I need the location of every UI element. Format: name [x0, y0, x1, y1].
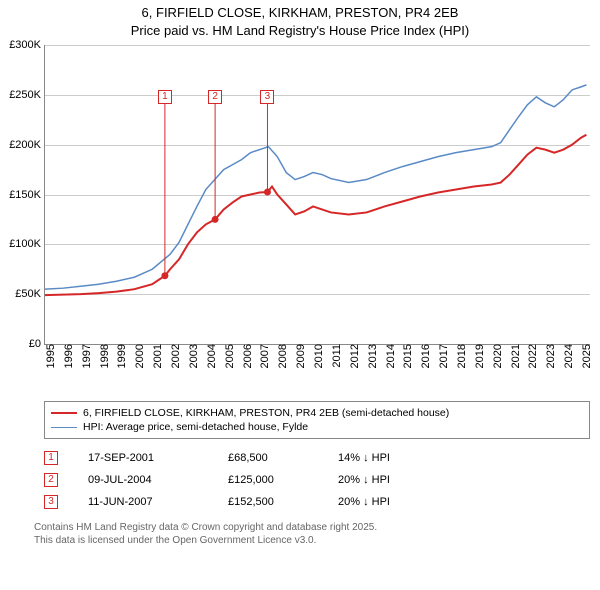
y-tick-label: £150K: [9, 189, 45, 201]
x-tick-label: 2018: [456, 344, 460, 368]
x-tick-label: 2011: [331, 344, 335, 368]
chart: £0£50K£100K£150K£200K£250K£300K199519961…: [44, 45, 590, 395]
x-tick-label: 2003: [188, 344, 192, 368]
event-hpi: 20% ↓ HPI: [338, 474, 428, 486]
x-tick-label: 2006: [242, 344, 246, 368]
event-date: 17-SEP-2001: [88, 452, 198, 464]
x-tick-label: 2016: [420, 344, 424, 368]
x-tick-label: 2022: [527, 344, 531, 368]
x-tick-label: 2002: [170, 344, 174, 368]
x-tick-label: 2013: [367, 344, 371, 368]
event-price: £152,500: [228, 496, 308, 508]
x-tick-label: 2020: [492, 344, 496, 368]
event-row: 2 09-JUL-2004 £125,000 20% ↓ HPI: [44, 469, 590, 491]
legend-row-price-paid: 6, FIRFIELD CLOSE, KIRKHAM, PRESTON, PR4…: [51, 406, 583, 420]
legend-row-hpi: HPI: Average price, semi-detached house,…: [51, 420, 583, 434]
event-hpi: 20% ↓ HPI: [338, 496, 428, 508]
title-line-1: 6, FIRFIELD CLOSE, KIRKHAM, PRESTON, PR4…: [0, 4, 600, 22]
x-tick-label: 2004: [206, 344, 210, 368]
legend-label-hpi: HPI: Average price, semi-detached house,…: [83, 421, 308, 433]
x-tick-label: 1996: [63, 344, 67, 368]
y-tick-label: £50K: [15, 288, 45, 300]
event-row: 3 11-JUN-2007 £152,500 20% ↓ HPI: [44, 491, 590, 513]
x-tick-label: 2015: [402, 344, 406, 368]
sale-marker-1: 1: [158, 90, 172, 104]
event-badge: 2: [44, 473, 58, 487]
x-tick-label: 2000: [134, 344, 138, 368]
footer-line-2: This data is licensed under the Open Gov…: [34, 534, 590, 547]
x-tick-label: 2014: [385, 344, 389, 368]
y-tick-label: £250K: [9, 89, 45, 101]
sale-marker-2: 2: [208, 90, 222, 104]
legend-swatch-price-paid: [51, 412, 77, 414]
event-price: £68,500: [228, 452, 308, 464]
legend: 6, FIRFIELD CLOSE, KIRKHAM, PRESTON, PR4…: [44, 401, 590, 439]
x-tick-label: 2019: [474, 344, 478, 368]
x-tick-label: 2017: [438, 344, 442, 368]
event-row: 1 17-SEP-2001 £68,500 14% ↓ HPI: [44, 447, 590, 469]
y-tick-label: £100K: [9, 238, 45, 250]
event-badge: 3: [44, 495, 58, 509]
chart-lines-svg: [45, 45, 590, 344]
y-tick-label: £0: [29, 338, 45, 350]
x-tick-label: 1999: [116, 344, 120, 368]
event-date: 09-JUL-2004: [88, 474, 198, 486]
title-line-2: Price paid vs. HM Land Registry's House …: [0, 22, 600, 40]
x-tick-label: 2009: [295, 344, 299, 368]
x-tick-label: 2005: [224, 344, 228, 368]
legend-swatch-hpi: [51, 427, 77, 428]
x-tick-label: 2012: [349, 344, 353, 368]
footer: Contains HM Land Registry data © Crown c…: [34, 521, 590, 547]
x-tick-label: 2021: [510, 344, 514, 368]
event-price: £125,000: [228, 474, 308, 486]
x-tick-label: 1998: [99, 344, 103, 368]
x-tick-label: 2007: [259, 344, 263, 368]
x-tick-label: 2023: [545, 344, 549, 368]
chart-title: 6, FIRFIELD CLOSE, KIRKHAM, PRESTON, PR4…: [0, 0, 600, 39]
event-date: 11-JUN-2007: [88, 496, 198, 508]
y-tick-label: £200K: [9, 139, 45, 151]
x-tick-label: 2025: [581, 344, 585, 368]
x-tick-label: 1997: [81, 344, 85, 368]
x-tick-label: 1995: [45, 344, 49, 368]
event-badge: 1: [44, 451, 58, 465]
plot-area: £0£50K£100K£150K£200K£250K£300K199519961…: [44, 45, 590, 345]
footer-line-1: Contains HM Land Registry data © Crown c…: [34, 521, 590, 534]
legend-label-price-paid: 6, FIRFIELD CLOSE, KIRKHAM, PRESTON, PR4…: [83, 407, 449, 419]
y-tick-label: £300K: [9, 39, 45, 51]
x-tick-label: 2008: [277, 344, 281, 368]
x-tick-label: 2024: [563, 344, 567, 368]
event-hpi: 14% ↓ HPI: [338, 452, 428, 464]
sale-marker-3: 3: [260, 90, 274, 104]
x-tick-label: 2010: [313, 344, 317, 368]
x-tick-label: 2001: [152, 344, 156, 368]
events-table: 1 17-SEP-2001 £68,500 14% ↓ HPI 2 09-JUL-2004…: [44, 447, 590, 513]
